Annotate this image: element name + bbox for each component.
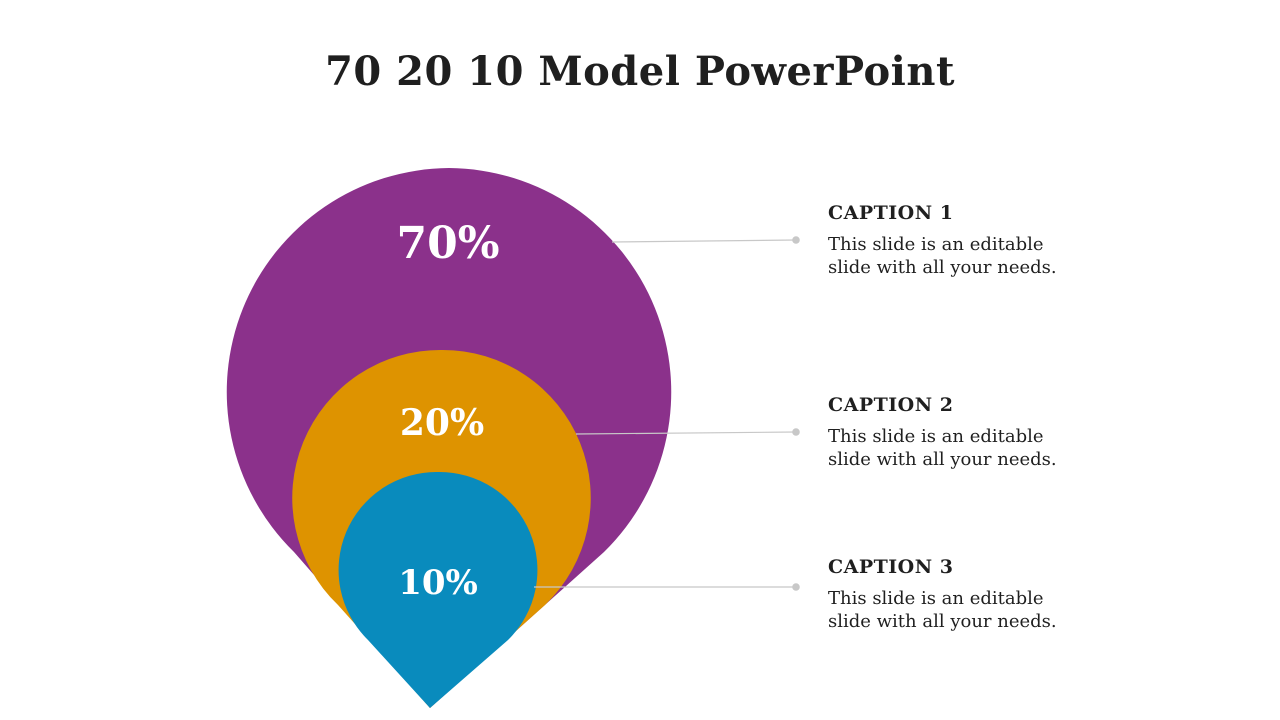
caption-3-text: This slide is an editable slide with all… (828, 588, 1057, 632)
caption-3-title: CAPTION 3 (828, 556, 954, 578)
connector-dot-3 (792, 583, 800, 591)
caption-1-title: CAPTION 1 (828, 202, 954, 224)
layer-70-label: 70% (396, 218, 499, 269)
caption-3: CAPTION 3 This slide is an editable slid… (828, 556, 1128, 633)
layer-20-label: 20% (400, 402, 484, 444)
caption-1: CAPTION 1 This slide is an editable slid… (828, 202, 1128, 279)
connector-line-2 (575, 431, 797, 435)
caption-2-text: This slide is an editable slide with all… (828, 426, 1057, 470)
connector-dot-1 (792, 236, 800, 244)
connector-line-1 (611, 239, 797, 243)
caption-2-title: CAPTION 2 (828, 394, 954, 416)
caption-1-text: This slide is an editable slide with all… (828, 234, 1057, 278)
connector-dot-2 (792, 428, 800, 436)
caption-2: CAPTION 2 This slide is an editable slid… (828, 394, 1128, 471)
page-title: 70 20 10 Model PowerPoint (325, 48, 955, 95)
layer-10-label: 10% (398, 563, 478, 603)
layer-10-shape (338, 471, 538, 708)
